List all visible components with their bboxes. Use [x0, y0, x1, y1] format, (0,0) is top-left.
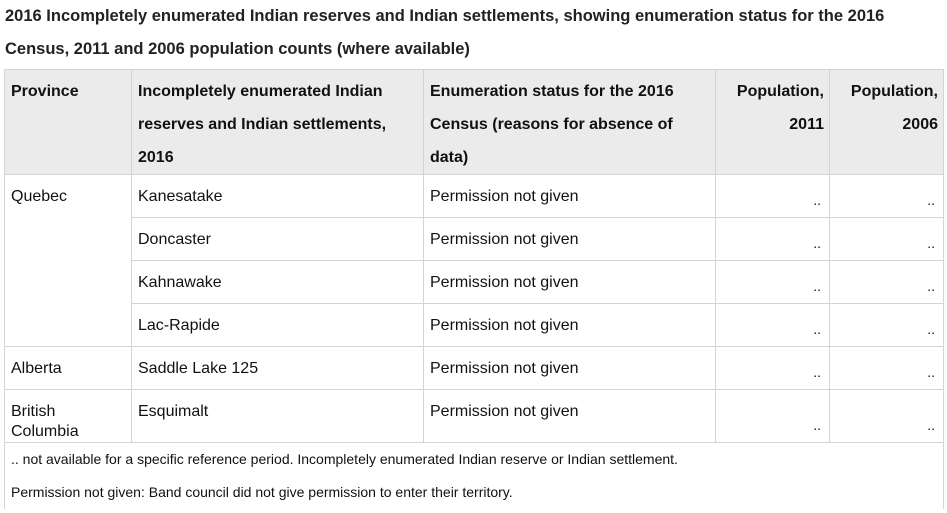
province-cell: British Columbia — [4, 389, 132, 443]
population-2011-cell: .. — [715, 260, 830, 304]
status-cell: Permission not given — [423, 260, 716, 304]
table-row: Quebec Kanesatake Permission not given .… — [4, 174, 944, 347]
footnotes: .. not available for a specific referenc… — [4, 442, 944, 509]
footnote-permission: Permission not given: Band council did n… — [11, 484, 513, 500]
reserve-cell: Kahnawake — [131, 260, 424, 304]
reserve-cell: Doncaster — [131, 217, 424, 261]
table-row: Kahnawake Permission not given .. .. — [5, 260, 944, 304]
population-2011-cell: .. — [715, 346, 830, 390]
header-population-2006: Population, 2006 — [829, 69, 944, 175]
reserve-cell: Saddle Lake 125 — [131, 346, 424, 390]
population-2011-cell: .. — [715, 174, 830, 218]
footnote-not-available: .. not available for a specific referenc… — [11, 451, 678, 467]
table-row: Lac-Rapide Permission not given .. .. — [5, 303, 944, 347]
status-cell: Permission not given — [423, 303, 716, 347]
header-status: Enumeration status for the 2016 Census (… — [423, 69, 716, 175]
status-cell: Permission not given — [423, 389, 716, 443]
header-population-2011: Population, 2011 — [715, 69, 830, 175]
footnotes-row: .. not available for a specific referenc… — [4, 442, 944, 509]
reserves-table: Province Incompletely enumerated Indian … — [4, 69, 944, 509]
header-province: Province — [4, 69, 132, 175]
table-caption: 2016 Incompletely enumerated Indian rese… — [5, 7, 885, 58]
population-2006-cell: .. — [829, 389, 944, 443]
header-row: Province Incompletely enumerated Indian … — [4, 69, 944, 175]
status-cell: Permission not given — [423, 346, 716, 390]
province-cell: Alberta — [4, 346, 132, 390]
population-2006-cell: .. — [829, 346, 944, 390]
status-cell: Permission not given — [423, 217, 716, 261]
reserve-cell: Lac-Rapide — [131, 303, 424, 347]
population-2011-cell: .. — [715, 217, 830, 261]
reserve-cell: Kanesatake — [131, 174, 424, 218]
status-cell: Permission not given — [423, 174, 716, 218]
table-row: British Columbia Esquimalt Permission no… — [4, 389, 944, 443]
population-2006-cell: .. — [829, 303, 944, 347]
population-2011-cell: .. — [715, 303, 830, 347]
header-reserve: Incompletely enumerated Indian reserves … — [131, 69, 424, 175]
table-row: Doncaster Permission not given .. .. — [5, 217, 944, 261]
population-2006-cell: .. — [829, 260, 944, 304]
reserve-cell: Esquimalt — [131, 389, 424, 443]
province-cell: Quebec — [4, 174, 132, 347]
population-2006-cell: .. — [829, 217, 944, 261]
population-2006-cell: .. — [829, 174, 944, 218]
population-2011-cell: .. — [715, 389, 830, 443]
table-row: Alberta Saddle Lake 125 Permission not g… — [4, 346, 944, 390]
